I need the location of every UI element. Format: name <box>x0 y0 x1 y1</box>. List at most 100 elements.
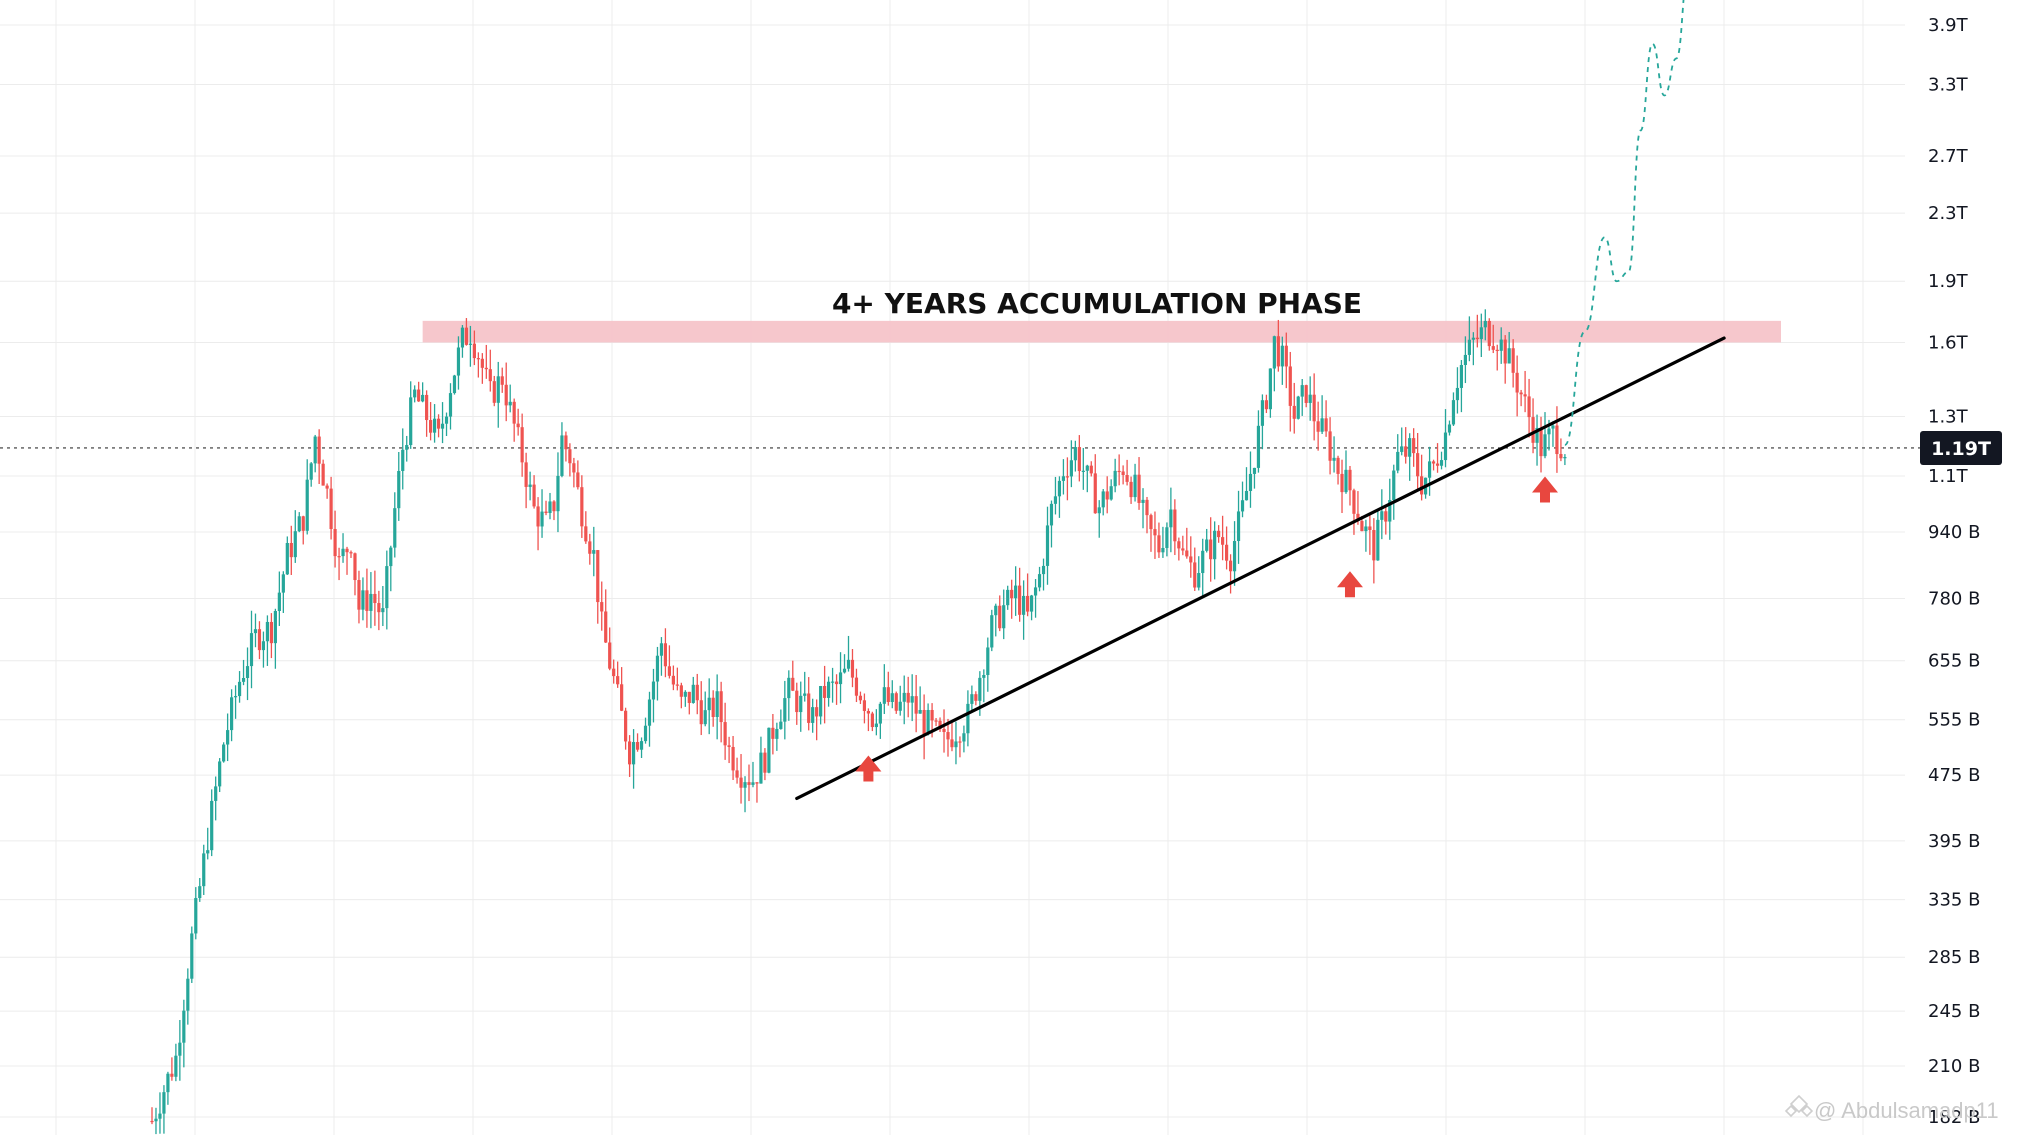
candle <box>214 776 218 821</box>
candle-body <box>476 358 480 360</box>
candle <box>1447 420 1452 436</box>
candle-body <box>695 684 699 701</box>
candle-body <box>1161 547 1165 553</box>
candle-body <box>1451 400 1456 425</box>
candle-body <box>1388 499 1392 522</box>
candle <box>910 674 914 722</box>
candle-body <box>620 684 624 711</box>
candle-body <box>1404 446 1408 457</box>
candle <box>1236 490 1241 564</box>
candle <box>1396 434 1400 474</box>
candle-body <box>1117 470 1121 473</box>
candle-body <box>608 642 612 669</box>
candle <box>1145 496 1149 534</box>
y-axis-tick-label: 940 B <box>1928 522 1980 543</box>
candle-body <box>1002 605 1006 629</box>
candle-body <box>1165 527 1169 548</box>
candle-body <box>1348 469 1352 491</box>
candle <box>723 702 727 760</box>
candle-body <box>990 615 994 648</box>
candle-body <box>1396 451 1400 471</box>
candle-body <box>150 1120 154 1123</box>
candle-body <box>1141 499 1145 503</box>
candle <box>731 735 735 781</box>
current-price-tag[interactable]: 1.19T <box>1920 430 2002 465</box>
candle-body <box>902 692 906 702</box>
candle-body <box>1324 418 1328 432</box>
candle <box>1344 450 1348 494</box>
candle <box>580 475 584 538</box>
candle <box>1443 409 1448 468</box>
candle-body <box>719 691 723 723</box>
candle-body <box>448 393 453 417</box>
candle <box>771 713 775 755</box>
candle <box>779 709 783 730</box>
candlestick-series <box>150 309 1567 1135</box>
candle <box>512 398 516 442</box>
candle-body <box>341 548 345 557</box>
candle-body <box>751 782 755 785</box>
candle-body <box>1268 368 1272 410</box>
candle-body <box>962 733 966 742</box>
candle <box>1045 506 1050 585</box>
candle <box>1296 395 1300 420</box>
candle-body <box>265 621 270 642</box>
candle-body <box>468 343 472 345</box>
candle <box>1029 594 1034 621</box>
candle <box>564 431 568 462</box>
candle-body <box>731 746 735 771</box>
candle-body <box>1006 589 1010 606</box>
candle-body <box>206 850 210 854</box>
candle-body <box>1539 427 1543 457</box>
candle-body <box>1033 587 1038 596</box>
candle <box>1563 454 1567 466</box>
watermark-text: @ Abdulsamadp11 <box>1814 1098 1999 1123</box>
candle-body <box>1491 346 1495 350</box>
candle <box>1221 515 1225 561</box>
up-arrow-icon <box>1532 476 1558 503</box>
candle-body <box>1193 562 1197 588</box>
candle <box>834 674 839 705</box>
y-axis-tick-label: 3.3T <box>1928 75 1969 96</box>
candle-body <box>1225 544 1229 561</box>
candle <box>1316 401 1320 451</box>
candle <box>588 533 592 565</box>
candle <box>218 758 222 793</box>
candle-body <box>174 1055 178 1077</box>
candle-body <box>727 745 731 747</box>
candle <box>795 682 799 725</box>
candle-body <box>1455 387 1460 401</box>
candle <box>154 1107 158 1135</box>
candle-body <box>886 687 890 702</box>
candle <box>878 701 882 739</box>
candle <box>385 550 389 630</box>
candle-body <box>1352 490 1356 514</box>
candle-body <box>1085 465 1089 471</box>
candle <box>1081 447 1085 490</box>
candle-body <box>532 484 536 507</box>
candle <box>337 547 341 581</box>
candle <box>1117 454 1121 486</box>
candle <box>1531 398 1535 454</box>
candle <box>827 676 831 707</box>
candle <box>1404 427 1408 464</box>
candle-body <box>1336 457 1340 474</box>
candle-body <box>198 886 202 899</box>
candle <box>576 460 580 490</box>
candle <box>886 671 890 706</box>
candle-body <box>1531 417 1535 443</box>
candle <box>432 404 437 443</box>
candle-body <box>329 488 333 530</box>
candle <box>468 325 472 367</box>
candle-body <box>1145 499 1149 516</box>
candle-body <box>763 752 767 773</box>
candle-body <box>405 445 409 450</box>
candle <box>982 669 986 703</box>
candle <box>842 654 847 674</box>
candle <box>1412 428 1416 467</box>
candle <box>687 691 691 715</box>
candle <box>1141 488 1145 529</box>
candle <box>1252 467 1257 489</box>
candle <box>639 737 644 758</box>
candle-body <box>628 741 632 765</box>
